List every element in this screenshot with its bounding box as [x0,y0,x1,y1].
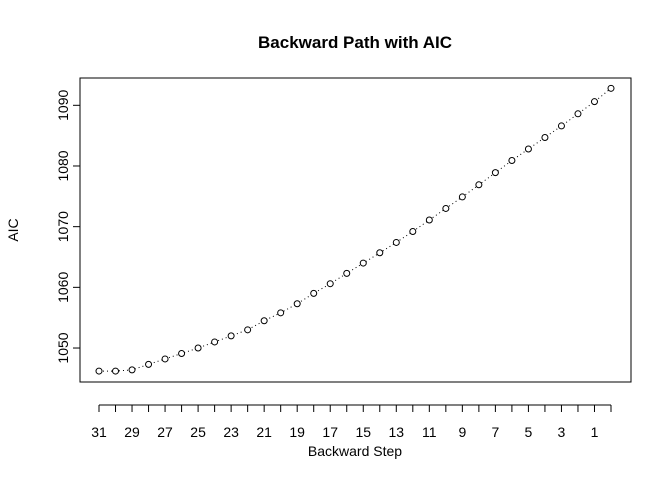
y-axis-label: AIC [5,218,21,241]
data-point [524,145,532,153]
x-tick-label: 3 [558,424,566,440]
data-point [244,326,252,334]
data-point [194,344,202,352]
x-tick-label: 11 [422,424,437,440]
y-tick-label: 1060 [55,272,71,303]
dotted-connector [99,87,612,372]
x-tick-label: 21 [256,424,272,440]
x-axis: 31 29 27 25 23 21 19 17 15 13 11 9 7 5 3 1 [91,404,612,440]
data-points [95,84,615,375]
x-tick-label: 17 [322,424,338,440]
x-tick-label: 23 [223,424,239,440]
data-point [310,289,318,297]
data-point [590,98,598,106]
data-point [128,366,136,374]
data-point [607,84,615,92]
y-tick-label: 1050 [55,332,71,363]
y-tick-label: 1080 [55,150,71,181]
data-point [475,181,483,189]
x-tick-label: 27 [157,424,173,440]
data-point [409,228,417,236]
x-tick-label: 19 [289,424,305,440]
data-point [541,133,549,141]
data-point [343,269,351,277]
x-tick-label: 9 [458,424,466,440]
connector-line [99,87,612,372]
x-axis-label: Backward Step [308,443,402,459]
x-tick-label: 31 [91,424,107,440]
data-point [442,204,450,212]
x-tick-label: 15 [355,424,371,440]
data-point [112,367,120,375]
data-point [95,367,103,375]
data-point [178,349,186,357]
data-point [491,169,499,177]
x-tick-label: 29 [124,424,140,440]
x-tick-label: 7 [491,424,499,440]
data-point [293,300,301,308]
data-point [211,338,219,346]
data-point [458,193,466,201]
data-point [557,122,565,130]
y-axis: 1050 1060 1070 1080 1090 [55,90,81,364]
data-point [359,259,367,267]
y-tick-label: 1070 [55,211,71,242]
y-tick-label: 1090 [55,90,71,121]
data-point [326,280,334,288]
data-point [161,355,169,363]
x-tick-label: 5 [525,424,533,440]
plot-box [79,77,632,383]
data-point [508,157,516,165]
x-tick-label: 1 [591,424,599,440]
x-tick-label: 25 [190,424,206,440]
data-point [376,249,384,257]
data-point [392,238,400,246]
data-point [260,317,268,325]
data-point [425,216,433,224]
data-point [145,360,153,368]
data-point [574,110,582,118]
data-point [227,332,235,340]
chart-title: Backward Path with AIC [258,33,452,52]
x-tick-label: 13 [389,424,405,440]
data-point [277,309,285,317]
